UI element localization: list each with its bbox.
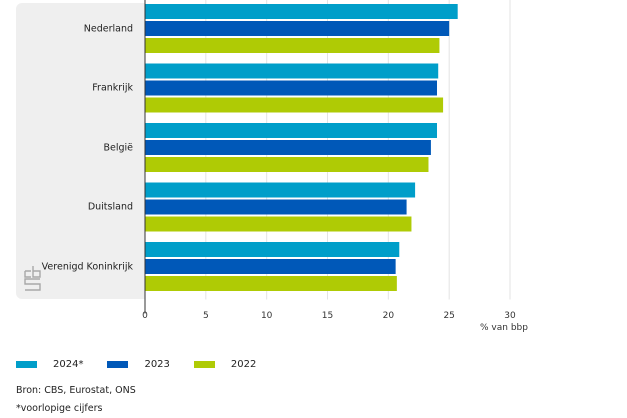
x-axis-title: % van bbp <box>480 323 528 333</box>
x-tick-label: 15 <box>322 311 333 321</box>
legend-item: 2023 <box>107 359 170 370</box>
bar-2024-3 <box>145 182 416 198</box>
category-label-panel <box>16 3 145 299</box>
footnote: *voorlopige cijfers <box>16 403 103 414</box>
bar-2023-3 <box>145 199 407 215</box>
legend-label: 2024* <box>53 359 84 370</box>
bar-2023-2 <box>145 140 431 155</box>
x-tick-label: 25 <box>443 311 454 321</box>
category-label: Frankrijk <box>92 82 133 94</box>
bar-2023-1 <box>145 80 437 96</box>
legend-label: 2022 <box>230 359 257 370</box>
x-tick-label: 0 <box>142 311 148 321</box>
bar-chart: 0 5 10 15 20 25 30 <box>142 0 516 321</box>
x-tick-label: 30 <box>504 311 516 321</box>
bar-2022-3 <box>145 216 412 232</box>
bar-2022-4 <box>145 276 397 291</box>
category-label: Verenigd Koninkrijk <box>41 261 133 272</box>
bar-2022-2 <box>145 157 429 172</box>
category-label: Nederland <box>83 23 133 34</box>
cbs-logo-icon <box>24 265 42 295</box>
bar-2024-0 <box>145 4 458 19</box>
chart-legend: 2024* 2023 2022 <box>16 359 280 370</box>
bar-2024-2 <box>145 123 437 138</box>
x-tick-label: 20 <box>383 311 395 321</box>
bar-2024-4 <box>145 242 400 257</box>
legend-item: 2024* <box>16 359 83 370</box>
legend-item: 2022 <box>193 359 257 370</box>
category-label: België <box>103 142 133 153</box>
legend-label: 2023 <box>144 359 170 370</box>
legend-swatch <box>193 361 215 368</box>
category-label: Duitsland <box>87 201 133 213</box>
bar-2022-0 <box>145 38 440 53</box>
bar-2024-1 <box>145 63 439 79</box>
x-tick-label: 5 <box>203 311 209 321</box>
bar-2023-0 <box>145 21 450 36</box>
bar-2022-1 <box>145 97 444 113</box>
source-note: Bron: CBS, Eurostat, ONS <box>16 385 136 396</box>
x-tick-label: 10 <box>261 311 273 321</box>
legend-swatch <box>107 361 129 368</box>
bar-2023-4 <box>145 259 396 274</box>
legend-swatch <box>16 361 37 368</box>
